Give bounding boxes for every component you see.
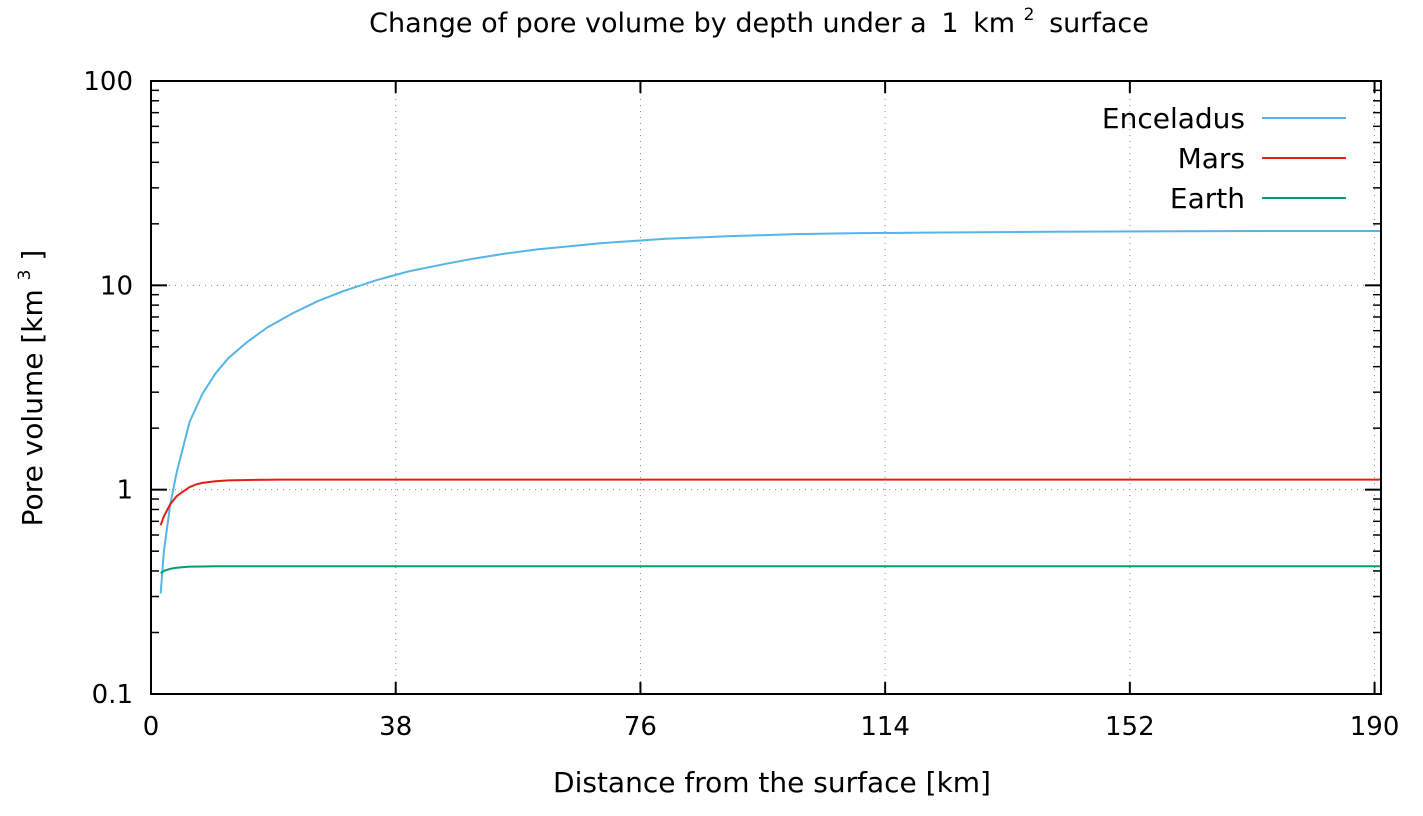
x-tick-label: 114 xyxy=(860,712,910,742)
y-tick-label: 10 xyxy=(100,271,133,301)
y-tick-label: 1 xyxy=(116,476,133,506)
x-tick-label: 76 xyxy=(624,712,657,742)
series-line-enceladus xyxy=(159,229,1381,594)
legend: Enceladus Mars Earth xyxy=(1102,102,1346,215)
series-line-earth xyxy=(160,565,1381,575)
title-suffix: surface xyxy=(1049,8,1149,39)
series-line-mars xyxy=(159,478,1381,526)
axis-ticks xyxy=(150,80,1381,695)
grid-lines xyxy=(151,81,1381,694)
y-axis-title-close: ] xyxy=(16,250,49,261)
x-tick-labels: 0 38 76 114 152 190 xyxy=(143,712,1400,742)
plot-frame xyxy=(150,80,1382,695)
y-axis-title: Pore volume [km 3 ] xyxy=(4,250,49,527)
title-unit-base: km xyxy=(973,8,1015,39)
y-tick-label: 0.1 xyxy=(92,680,133,710)
y-tick-label: 100 xyxy=(83,67,133,97)
legend-label-enceladus: Enceladus xyxy=(1102,102,1245,135)
legend-label-mars: Mars xyxy=(1178,142,1245,175)
title-unit-number: 1 xyxy=(941,8,958,39)
x-axis-title: Distance from the surface [km] xyxy=(553,766,991,799)
y-axis-title-base: Pore volume [km xyxy=(16,289,49,526)
x-tick-label: 152 xyxy=(1105,712,1155,742)
data-series xyxy=(159,229,1381,594)
chart-title: Change of pore volume by depth under a 1… xyxy=(369,0,1149,39)
x-tick-label: 190 xyxy=(1350,712,1400,742)
title-prefix: Change of pore volume by depth under a xyxy=(369,8,927,39)
x-tick-label: 38 xyxy=(379,712,412,742)
y-tick-labels: 0.1 1 10 100 xyxy=(83,67,133,710)
legend-label-earth: Earth xyxy=(1170,182,1245,215)
y-axis-title-exponent: 3 xyxy=(15,270,35,281)
title-unit-exponent: 2 xyxy=(1024,5,1035,25)
x-tick-label: 0 xyxy=(143,712,160,742)
